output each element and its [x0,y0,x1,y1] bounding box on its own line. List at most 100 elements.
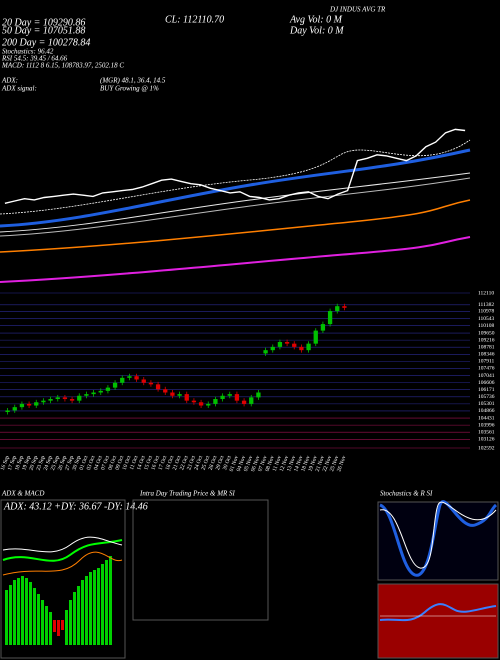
candle-body [134,376,139,380]
stoch-line [379,500,498,577]
candle-body [249,397,254,404]
x-tick-label: 30 Oct [222,455,233,471]
bottom-panels: ADX & MACD ADX: 43.12 +DY: 36.67 -DY: 14… [0,490,499,659]
x-tick-label: 04 Nov [236,455,247,473]
y-tick-label: 107041 [478,373,495,379]
candle-body [170,392,175,396]
candle-body [213,399,218,404]
x-tick-label: 18 Oct [165,455,176,471]
candle-body [12,407,17,411]
candle-body [120,377,125,383]
adx-line: ADX: 43.12 +DY: 36.67 -DY: 14.46 [3,501,148,512]
candle-body [327,311,333,325]
adx-value: (MGR) 48.1, 36.4, 14.5 [100,77,166,85]
x-tick-label: 27 Sep [64,455,75,471]
ma20: 20 Day = 109290.86 [2,17,85,28]
x-tick-label: 18 Nov [300,455,311,473]
candle-body [112,382,118,388]
candle-body [55,397,60,400]
candle-body [284,342,290,344]
y-tick-label: 106606 [478,380,495,386]
ma200: 200 Day = 100278.84 [2,37,90,48]
x-tick-label: 04 Oct [93,455,104,471]
adx: ADX: [1,77,18,85]
panel [132,499,269,621]
y-tick-label: 112110 [478,290,494,296]
y-tick-label: 104431 [478,415,495,421]
candle-body [206,403,211,406]
x-tick-label: 19 Sep [21,455,32,471]
x-tick-label: 14 Oct [136,455,147,471]
candle-body [198,402,204,406]
x-tick-label: 23 Sep [36,455,47,471]
stoch-line [379,501,497,569]
y-tick-label: 103561 [478,429,495,435]
x-tick-label: 03 Oct [86,455,97,471]
y-tick-label: 104866 [478,408,495,414]
candle-body [19,403,25,408]
x-tick-label: 14 Nov [293,455,304,473]
panel [377,583,499,659]
avg-vol: Avg Vol: 0 M [289,14,343,25]
info: 20 Day = 109290.86 50 Day = 107051.88 20… [1,6,386,93]
ma-line [0,172,471,233]
y-tick-label: 103996 [478,422,495,428]
y-tick-label: 108346 [478,352,495,358]
candle-body [313,330,318,344]
x-tick-label: 19 Nov [308,455,319,473]
x-tick-label: 21 Oct [172,455,183,471]
candle-body [77,395,82,401]
candle-body [148,382,154,385]
ma-line [0,177,471,237]
candle-body [320,324,326,331]
x-tick-label: 29 Oct [215,455,226,471]
macd-neg [57,620,60,636]
candle-body [292,343,297,347]
x-tick-label: 08 Nov [265,455,276,473]
candle-body [299,346,304,351]
x-tick-label: 21 Nov [315,455,326,473]
candle-body [270,346,275,351]
candle-body [335,306,340,312]
x-tick-label: 12 Nov [279,455,290,473]
y-tick-label: 110978 [478,309,495,315]
candle-body [41,400,46,403]
x-tick-label: 17 Sep [7,455,18,471]
x-tick-label: 16 Sep [0,455,11,471]
x-tick-label: 22 Nov [322,455,333,473]
y-tick-label: 110543 [478,316,495,322]
candle-body [220,395,225,400]
x-tick-label: 09 Oct [115,455,126,471]
x-tick-label: 13 Nov [286,455,297,473]
ma50: 50 Day = 107051.88 [2,25,85,36]
x-tick-label: 26 Nov [336,455,347,473]
macd-histogram [5,556,112,645]
panel-title: Intra Day Trading Price & MR SI [139,490,236,498]
candle-body [69,399,75,401]
candle-body [191,400,197,403]
x-tick-label: 23 Oct [186,455,197,471]
candle-body [177,394,182,396]
panel [0,499,126,659]
candle-body [34,402,39,406]
x-tick-label: 16 Oct [150,455,161,471]
x-tick-label: 06 Nov [250,455,261,473]
candle-body [105,387,111,391]
ma-line [0,139,471,215]
candle-body [306,343,311,351]
candle-body [5,410,10,413]
x-tick-label: 01 Nov [229,455,240,473]
close: CL: 112110.70 [165,14,224,25]
y-tick-label: 102592 [478,445,495,451]
macd-neg [61,620,64,630]
candle-body [342,306,347,308]
candle-body [91,392,96,395]
candle-body [26,403,32,406]
y-tick-label: 105736 [478,394,495,400]
candle-body [241,400,247,404]
candle-body [127,376,132,378]
x-tick-label: 11 Nov [272,455,283,472]
x-tick-label: 07 Nov [257,455,268,473]
candle-body [163,389,168,393]
x-tick-label: 18 Sep [14,455,25,471]
